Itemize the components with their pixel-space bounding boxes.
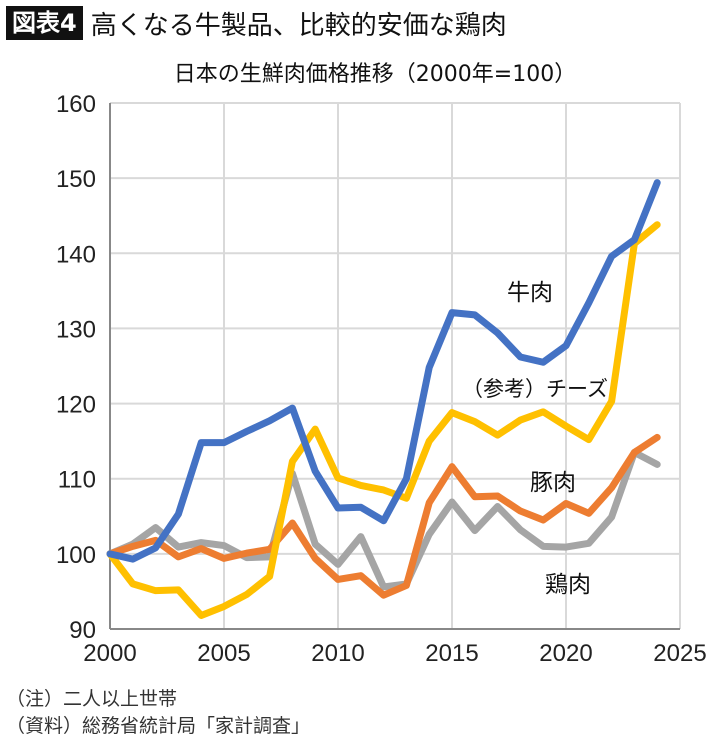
y-tick-label: 90	[69, 617, 96, 644]
series-line-0	[106, 179, 661, 563]
series-line-3	[106, 448, 661, 591]
figure-title: 高くなる牛製品、比較的安価な鶏肉	[90, 10, 507, 41]
series-label: （参考）チーズ	[462, 377, 608, 401]
series-line-2	[106, 433, 661, 599]
y-tick-label: 110	[58, 467, 96, 494]
note-households: （注）二人以上世帯	[6, 688, 178, 710]
x-tick-label: 2000	[83, 640, 136, 667]
y-tick-label: 140	[56, 241, 96, 268]
chart-title: 日本の生鮮肉価格推移（2000年=100）	[173, 62, 577, 87]
y-tick-label: 100	[56, 542, 96, 569]
y-tick-label: 130	[56, 316, 96, 343]
y-tick-label: 120	[56, 392, 96, 419]
x-tick-label: 2015	[425, 640, 478, 667]
note-source: （資料）総務省統計局「家計調査」	[6, 715, 311, 737]
x-tick-label: 2020	[539, 640, 592, 667]
y-tick-label: 150	[56, 166, 96, 193]
series-label: 豚肉	[530, 470, 576, 496]
figure-badge: 図表4	[6, 6, 83, 40]
y-tick-label: 160	[56, 91, 96, 118]
series-label: 牛肉	[507, 280, 553, 306]
header: 図表4 高くなる牛製品、比較的安価な鶏肉	[6, 6, 507, 41]
x-tick-label: 2025	[653, 640, 706, 667]
x-tick-label: 2005	[197, 640, 250, 667]
series-label: 鶏肉	[545, 572, 591, 598]
series-line-1	[106, 221, 661, 619]
x-tick-label: 2010	[311, 640, 364, 667]
